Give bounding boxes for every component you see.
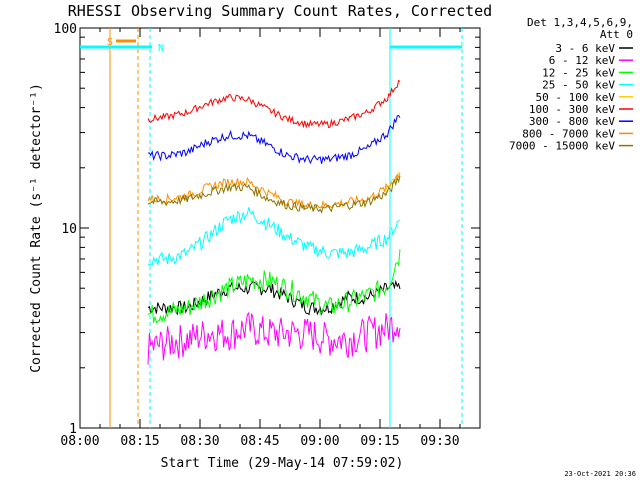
legend-entry-label: 7000 - 15000 keV (509, 140, 615, 153)
y-tick-label: 100 (54, 22, 77, 37)
y-axis-title: Corrected Count Rate (s⁻¹ detector⁻¹) (29, 83, 44, 373)
x-tick-label: 08:30 (180, 434, 219, 449)
legend-header: Att 0 (600, 28, 633, 41)
series-line (147, 175, 401, 214)
x-tick-label: 08:45 (240, 434, 279, 449)
series-line (147, 311, 401, 365)
n-marker-label: N (158, 43, 164, 54)
y-tick-label: 10 (61, 222, 77, 237)
y-axis-label: Corrected Count Rate (s⁻¹ detector⁻¹) (29, 83, 44, 373)
x-tick-label: 09:30 (420, 434, 459, 449)
plot-frame (79, 27, 481, 429)
series-line (148, 114, 401, 165)
series-line (147, 79, 401, 129)
series-line (147, 279, 401, 316)
legend-entry-label: 6 - 12 keV (549, 54, 616, 67)
timestamp: 23-Oct-2021 20:36 (564, 470, 636, 478)
legend-entry-label: 800 - 7000 keV (522, 127, 615, 140)
plot-area: 1 10 100 08:00 08:15 08:30 08:45 09:00 09:15 09:3… (54, 22, 481, 449)
legend-entry-label: 25 - 50 keV (542, 79, 615, 92)
x-axis-label: Start Time (29-May-14 07:59:02) (161, 456, 404, 471)
x-tick-label: 09:00 (300, 434, 339, 449)
legend-entry-label: 50 - 100 keV (536, 91, 616, 104)
legend-entry-label: 3 - 6 keV (555, 42, 615, 55)
legend-header: Det 1,3,4,5,6,9, (527, 16, 633, 29)
legend-entry-label: 300 - 800 keV (529, 115, 615, 128)
s-marker-label: S (107, 37, 113, 48)
series-line (147, 249, 401, 324)
x-tick-label: 09:15 (360, 434, 399, 449)
series-line (147, 173, 401, 211)
x-tick-label: 08:15 (120, 434, 159, 449)
legend-entry-label: 100 - 300 keV (529, 103, 615, 116)
legend-entry-label: 12 - 25 keV (542, 66, 615, 79)
chart-title: RHESSI Observing Summary Count Rates, Co… (68, 2, 492, 20)
x-tick-label: 08:00 (60, 434, 99, 449)
y-tick-label: 1 (69, 422, 77, 437)
series-line (147, 207, 401, 266)
